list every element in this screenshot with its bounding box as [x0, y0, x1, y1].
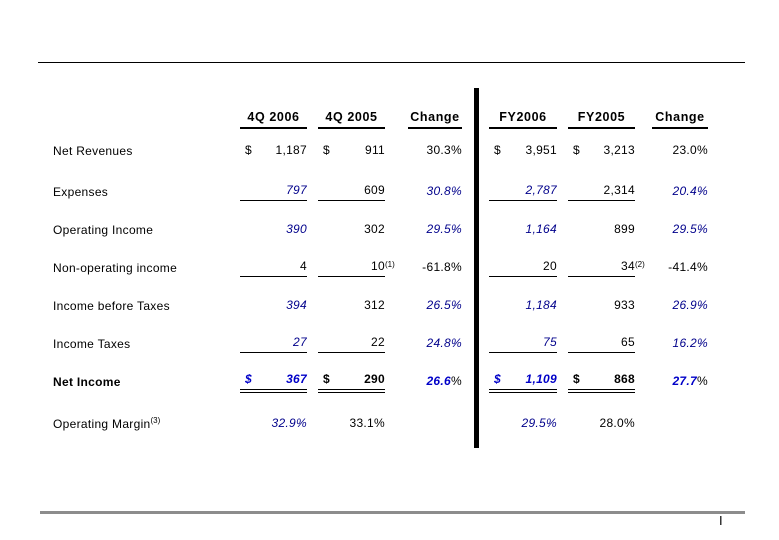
value-4q2006: $367 — [240, 372, 307, 393]
value-4q2005: 312 — [364, 297, 385, 312]
value-change-fy: 26.9% — [672, 297, 708, 312]
value-fy2005: 34 — [568, 259, 635, 277]
value-4q2005: 609 — [318, 183, 385, 201]
value-fy2005: 933 — [614, 297, 635, 312]
row-operating-income: Operating Income 390 302 29.5% 1,164 899… — [53, 211, 708, 249]
page-number-mark: I — [719, 513, 723, 528]
row-operating-margin: Operating Margin(3) 32.9% 33.1% 29.5% 28… — [53, 401, 708, 447]
value-change-q: 26.6% — [426, 373, 462, 388]
currency-sign: $ — [323, 371, 330, 386]
currency-sign: $ — [573, 142, 580, 157]
value-fy2006: 75 — [489, 335, 557, 353]
value-fy2006: 1,184 — [525, 297, 557, 312]
row-label: Operating Income — [53, 223, 154, 237]
col-header-fy2006: FY2006 — [489, 110, 557, 129]
value-4q2006: 394 — [286, 297, 307, 312]
row-non-operating-income: Non-operating income 4 10 (1) -61.8% 20 … — [53, 249, 708, 287]
footnote-2-marker: (2) — [635, 260, 645, 269]
value-fy2006: 29.5% — [521, 415, 557, 430]
row-expenses: Expenses 797 609 30.8% 2,787 2,314 20.4% — [53, 173, 708, 211]
row-net-revenues: Net Revenues $1,187 $911 30.3% $3,951 $3… — [53, 129, 708, 173]
value-fy2006: $1,109 — [489, 372, 557, 393]
row-label: Income before Taxes — [53, 299, 170, 313]
value-fy2006: 20 — [489, 259, 557, 277]
value-change-fy: 29.5% — [672, 221, 708, 236]
value-change-q: 30.3% — [426, 142, 462, 157]
value-4q2005: 302 — [364, 221, 385, 236]
currency-sign: $ — [245, 142, 252, 157]
row-label: Expenses — [53, 185, 109, 199]
value-fy2006: 2,787 — [489, 183, 557, 201]
col-header-4q2005: 4Q 2005 — [318, 110, 385, 129]
value-change-q: 30.8% — [426, 183, 462, 198]
top-horizontal-rule — [38, 62, 745, 63]
value-4q2005: $290 — [318, 372, 385, 393]
footnote-3-marker: (3) — [150, 416, 161, 425]
value-4q2006: 390 — [286, 221, 307, 236]
header-spacer — [53, 97, 240, 129]
footnote-1-marker: (1) — [385, 260, 395, 269]
value-4q2005: $911 — [323, 142, 385, 157]
currency-sign: $ — [494, 371, 501, 386]
value-fy2005: 65 — [568, 335, 635, 353]
row-label: Net Income — [53, 375, 121, 389]
row-label: Non-operating income — [53, 261, 178, 275]
table-header-row: 4Q 2006 4Q 2005 Change FY2006 FY2005 Cha… — [53, 97, 708, 129]
value-fy2005: 2,314 — [568, 183, 635, 201]
value-4q2005: 10 — [318, 259, 385, 277]
value-fy2005: 28.0% — [599, 415, 635, 430]
value-change-fy: 20.4% — [672, 183, 708, 198]
value-change-q: -61.8% — [422, 259, 462, 274]
value-change-q: 24.8% — [426, 335, 462, 350]
col-header-change-fy: Change — [652, 110, 708, 129]
col-header-fy2005: FY2005 — [568, 110, 635, 129]
value-fy2006: 1,164 — [525, 221, 557, 236]
value-change-fy: -41.4% — [668, 259, 708, 274]
row-income-taxes: Income Taxes 27 22 24.8% 75 65 16.2% — [53, 325, 708, 363]
value-change-fy: 27.7% — [672, 373, 708, 388]
value-fy2005: $868 — [568, 372, 635, 393]
quarter-fullyear-divider-bar — [474, 88, 479, 448]
value-fy2005: 899 — [614, 221, 635, 236]
col-header-change-q: Change — [408, 110, 462, 129]
value-4q2006: 27 — [240, 335, 307, 353]
currency-sign: $ — [573, 371, 580, 386]
value-fy2005: $3,213 — [573, 142, 635, 157]
value-change-q: 26.5% — [426, 297, 462, 312]
currency-sign: $ — [323, 142, 330, 157]
currency-sign: $ — [494, 142, 501, 157]
value-4q2005: 33.1% — [349, 415, 385, 430]
col-header-4q2006: 4Q 2006 — [240, 110, 307, 129]
value-4q2006: $1,187 — [245, 142, 307, 157]
financial-results-table: 4Q 2006 4Q 2005 Change FY2006 FY2005 Cha… — [53, 97, 708, 447]
row-label: Income Taxes — [53, 337, 131, 351]
value-4q2006: 32.9% — [271, 415, 307, 430]
value-change-fy: 23.0% — [672, 142, 708, 157]
row-label: Operating Margin — [53, 417, 151, 431]
row-net-income: Net Income $367 $290 26.6% $1,109 $868 2… — [53, 363, 708, 401]
value-fy2006: $3,951 — [494, 142, 557, 157]
row-income-before-taxes: Income before Taxes 394 312 26.5% 1,184 … — [53, 287, 708, 325]
value-change-fy: 16.2% — [672, 335, 708, 350]
value-4q2006: 797 — [240, 183, 307, 201]
row-label: Net Revenues — [53, 144, 133, 158]
value-change-q: 29.5% — [426, 221, 462, 236]
bottom-horizontal-rule — [40, 511, 745, 514]
value-4q2005: 22 — [318, 335, 385, 353]
currency-sign: $ — [245, 371, 252, 386]
value-4q2006: 4 — [240, 259, 307, 277]
